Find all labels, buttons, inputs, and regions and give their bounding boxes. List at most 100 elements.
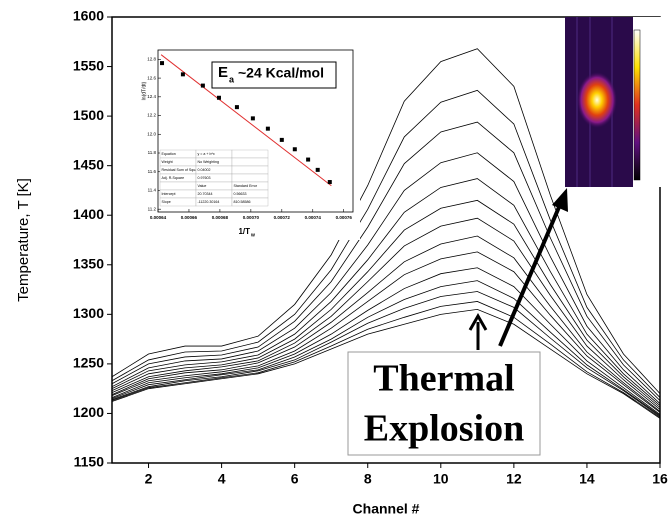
table-text: 0.04002 — [198, 168, 211, 172]
table-text: Adj. R-Square — [162, 176, 185, 180]
table-text: 0.56633 — [234, 192, 247, 196]
y-tick-label: 12.0 — [147, 131, 156, 136]
table-cell — [231, 165, 269, 175]
series-line — [111, 217, 661, 410]
point — [216, 95, 221, 100]
series-line — [111, 48, 661, 394]
annotation-box — [347, 351, 541, 456]
y-tick-label: 1250 — [73, 355, 104, 371]
annotation: Thermal — [373, 358, 514, 400]
y-axis-label: ln(dT/dt) — [141, 81, 147, 100]
x-tick-label: 2 — [145, 471, 153, 487]
arrow-head — [468, 312, 488, 331]
fit-line — [160, 54, 332, 187]
point — [200, 83, 205, 88]
x-tick-label: 0.00074 — [305, 215, 322, 220]
series-line — [111, 121, 661, 401]
table-text: Standard Error — [234, 184, 258, 188]
y-tick-label: 1550 — [73, 57, 104, 73]
series-line — [111, 308, 661, 419]
x-tick-label: 14 — [579, 471, 595, 487]
thermal-image — [565, 17, 668, 187]
x-tick-label: 8 — [364, 471, 372, 487]
table-text: 0.97603 — [198, 176, 211, 180]
x-axis-label-sub: w — [250, 232, 255, 238]
point — [234, 105, 239, 110]
table-text: No Weighting — [198, 160, 220, 164]
x-tick-label: 0.00064 — [150, 215, 167, 220]
y-tick-label: 11.4 — [148, 188, 157, 193]
series-line — [111, 199, 661, 408]
table-cell — [159, 181, 197, 191]
arrow — [498, 199, 564, 347]
hot-spot — [577, 72, 617, 128]
y-tick-label: 12.4 — [147, 94, 156, 99]
y-tick-label: 11.6 — [148, 169, 157, 174]
colorbar — [633, 29, 641, 181]
y-tick-label: 1300 — [73, 305, 104, 321]
y-tick-label: 1600 — [73, 8, 104, 24]
series-line — [111, 291, 661, 417]
y-tick-label: 1200 — [73, 404, 104, 420]
y-tick-label: 11.2 — [148, 206, 157, 211]
annotation-main: E — [218, 64, 228, 81]
point — [160, 61, 165, 66]
point — [279, 137, 284, 142]
series-line — [111, 178, 661, 406]
table-text: 20.70344 — [198, 192, 213, 196]
x-tick-label: 12 — [506, 471, 522, 487]
x-tick-label: 6 — [291, 471, 299, 487]
y-axis-label: Temperature, T [K] — [15, 178, 32, 302]
table-text: 810.58586 — [234, 200, 251, 204]
arrow-head — [552, 188, 568, 212]
table-cell — [231, 149, 269, 159]
point — [315, 167, 320, 172]
series-line — [111, 301, 661, 418]
y-tick-label: 12.2 — [147, 113, 156, 118]
table-text: Equation — [162, 152, 176, 156]
point — [180, 72, 185, 77]
y-tick-label: 1350 — [73, 255, 104, 271]
series-line — [111, 235, 661, 412]
x-tick-label: 0.00066 — [181, 215, 198, 220]
table-text: Intercept — [162, 192, 176, 196]
y-tick-label: 1500 — [73, 107, 104, 123]
point — [250, 116, 255, 121]
point — [292, 147, 297, 152]
series-line — [111, 89, 661, 398]
table-text: Weight — [162, 160, 173, 164]
y-tick-label: 1450 — [73, 156, 104, 172]
table-text: y = a + b*x — [198, 152, 215, 156]
table-text: Value — [198, 184, 207, 188]
arrows — [468, 188, 568, 350]
plot-frame — [111, 16, 661, 464]
x-tick-label: 0.00070 — [243, 215, 260, 220]
annotation-box — [211, 61, 337, 89]
y-tick-label: 12.6 — [147, 75, 156, 80]
x-tick-label: 0.00076 — [336, 215, 353, 220]
x-tick-label: 0.00068 — [212, 215, 229, 220]
x-tick-label: 4 — [218, 471, 226, 487]
point — [327, 180, 332, 185]
x-tick-label: 16 — [652, 471, 668, 487]
y-tick-label: 1400 — [73, 206, 104, 222]
point — [306, 157, 311, 162]
table-cell — [231, 173, 269, 183]
series-line — [111, 267, 661, 415]
table-text: -11220.30164 — [198, 200, 220, 204]
table-cell — [231, 157, 269, 167]
annotation: Explosion — [364, 408, 525, 450]
annotation-text: ~24 Kcal/mol — [238, 65, 324, 81]
table-text: Slope — [162, 200, 171, 204]
inset-plot: 11.2 11.4 11.6 11.8 12.0 12.2 12.4 12.6 12.8 0.00… — [138, 42, 360, 240]
y-tick-label: 12.8 — [147, 57, 156, 62]
x-tick-label: 10 — [433, 471, 449, 487]
inset-frame — [157, 49, 354, 213]
x-tick-label: 0.00072 — [274, 215, 291, 220]
y-tick-label: 1150 — [74, 454, 105, 470]
main-plot: 1150 1200 1250 1300 1350 1400 1450 1500 1550 1600… — [15, 8, 668, 517]
series-line — [111, 152, 661, 404]
series-line — [111, 280, 661, 416]
y-tick-label: 11.8 — [148, 150, 157, 155]
series-line — [111, 251, 661, 413]
